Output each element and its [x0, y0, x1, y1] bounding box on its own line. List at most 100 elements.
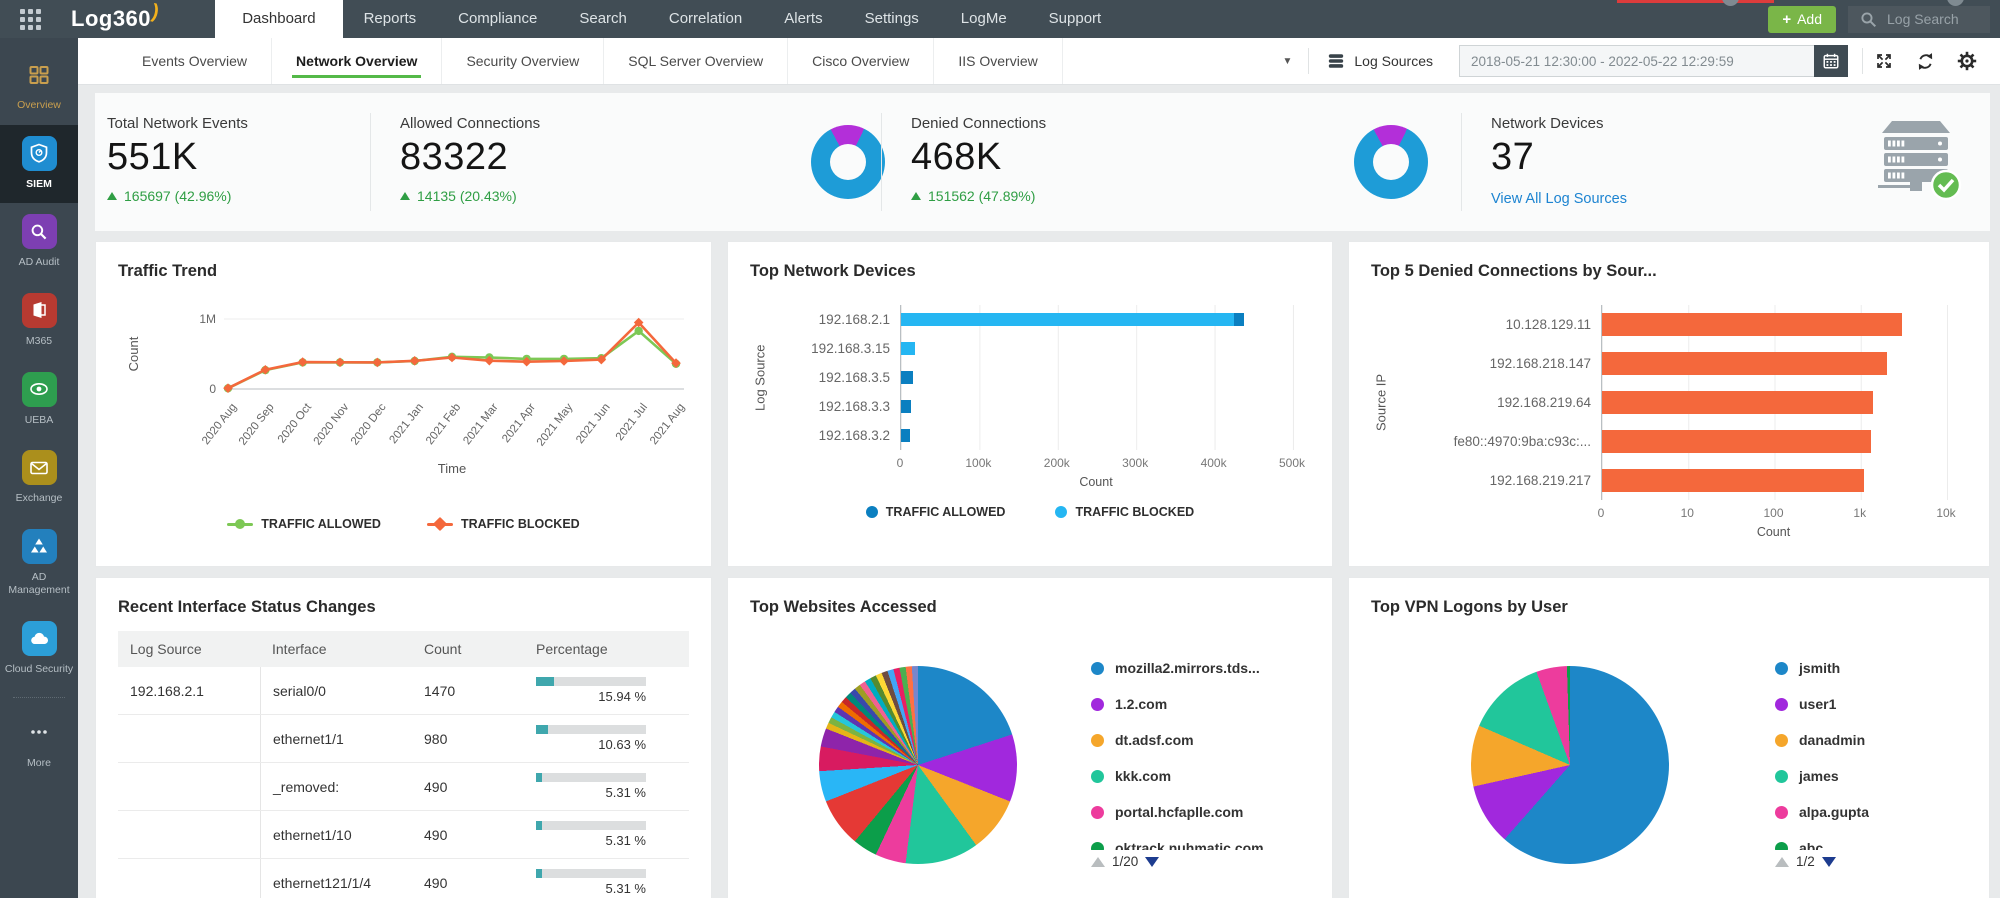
websites-legend-item[interactable]: oktrack.nuhmatic.com [1091, 830, 1264, 850]
dashboard-toolbar: Events Overview Network Overview Security … [78, 38, 2000, 85]
vpn-legend-item[interactable]: jsmith [1775, 650, 1869, 686]
sidebar-item-exchange[interactable]: Exchange [0, 439, 78, 518]
legend-label: TRAFFIC ALLOWED [261, 517, 381, 531]
bar-row: 192.168.3.3 [819, 392, 1293, 421]
sidebar-item-overview[interactable]: Overview [0, 46, 78, 125]
help-icon[interactable] [1722, 0, 1739, 6]
devices-legend-item[interactable]: TRAFFIC BLOCKED [1055, 505, 1194, 519]
bar-segment[interactable] [901, 342, 916, 355]
table-row[interactable]: ethernet1/10 490 5.31 % [118, 811, 689, 859]
bar-segment[interactable] [901, 371, 913, 384]
settings-gear-button[interactable] [1946, 51, 1988, 71]
tab-events-overview[interactable]: Events Overview [118, 38, 273, 84]
bar-segment[interactable] [1602, 430, 1871, 453]
bar-row: 192.168.3.5 [819, 363, 1293, 392]
cell-count: 1470 [424, 682, 456, 699]
cell-interface: ethernet1/1 [260, 715, 412, 762]
add-button-label: Add [1797, 11, 1822, 27]
trend-legend-item[interactable]: TRAFFIC BLOCKED [426, 516, 580, 532]
vpn-legend-item[interactable]: abc [1775, 830, 1869, 850]
nav-item-logme[interactable]: LogMe [960, 10, 1007, 27]
nav-item-correlation[interactable]: Correlation [668, 10, 743, 27]
pager-up-icon[interactable] [1775, 856, 1789, 867]
apps-grid-icon[interactable] [20, 8, 41, 30]
vpn-legend-item[interactable]: james [1775, 758, 1869, 794]
tab-network-overview[interactable]: Network Overview [272, 38, 443, 84]
percentage-label: 10.63 % [598, 737, 646, 752]
cell-percentage: 5.31 % [524, 865, 689, 898]
websites-pie-chart[interactable] [819, 666, 1017, 864]
stat-value: 551K [107, 136, 198, 178]
refresh-icon [1918, 52, 1933, 70]
nav-item-alerts[interactable]: Alerts [784, 10, 823, 27]
sidebar-item-ad-management[interactable]: AD Management [0, 518, 78, 610]
bar-segment[interactable] [901, 400, 912, 413]
websites-legend-item[interactable]: mozilla2.mirrors.tds... [1091, 650, 1264, 686]
vpn-legend-item[interactable]: danadmin [1775, 722, 1869, 758]
sidebar-item-ueba[interactable]: UEBA [0, 361, 78, 440]
vpn-pie-chart[interactable] [1471, 666, 1669, 864]
bar-segment[interactable] [1602, 352, 1887, 375]
websites-legend-item[interactable]: kkk.com [1091, 758, 1264, 794]
denied-connections-donut[interactable] [1354, 125, 1428, 199]
view-all-log-sources-link[interactable]: View All Log Sources [1491, 191, 1627, 207]
plus-icon: + [1782, 10, 1792, 28]
add-button[interactable]: + Add [1768, 5, 1836, 33]
bar-segment[interactable] [1234, 313, 1244, 326]
nav-item-compliance[interactable]: Compliance [458, 10, 538, 27]
nav-item-dashboard[interactable]: Dashboard [215, 0, 343, 38]
sidebar-item-ad-audit[interactable]: AD Audit [0, 203, 78, 282]
legend-label: oktrack.nuhmatic.com [1115, 840, 1264, 850]
websites-legend-item[interactable]: 1.2.com [1091, 686, 1264, 722]
pager-down-icon[interactable] [1145, 856, 1160, 867]
trend-legend-item[interactable]: TRAFFIC ALLOWED [227, 517, 381, 531]
log-sources-button[interactable]: Log Sources [1309, 52, 1451, 70]
table-row[interactable]: 192.168.2.1 serial0/0 1470 15.94 % [118, 667, 689, 715]
nav-item-search[interactable]: Search [579, 10, 627, 27]
tab-security-overview[interactable]: Security Overview [442, 38, 605, 84]
tabs-overflow-caret[interactable]: ▼ [1282, 55, 1293, 67]
log-search-input[interactable]: Log Search [1848, 5, 1990, 33]
refresh-button[interactable] [1905, 52, 1946, 71]
table-header-cell: Count [424, 641, 462, 657]
tab-sql-server-overview[interactable]: SQL Server Overview [604, 38, 789, 84]
sidebar-item-cloud-security[interactable]: Cloud Security [0, 610, 78, 689]
websites-legend-item[interactable]: dt.adsf.com [1091, 722, 1264, 758]
bar-segment[interactable] [1602, 469, 1865, 492]
stat-allowed-connections: Allowed Connections 83322 14135 (20.43%) [400, 115, 540, 204]
vpn-legend-item[interactable]: alpa.gupta [1775, 794, 1869, 830]
allowed-connections-donut[interactable] [811, 125, 885, 199]
pager-up-icon[interactable] [1091, 856, 1105, 867]
table-row[interactable]: _removed: 490 5.31 % [118, 763, 689, 811]
sidebar-item-siem[interactable]: SIEM [0, 124, 78, 204]
tab-iis-overview[interactable]: IIS Overview [934, 38, 1063, 84]
bar-row: 192.168.2.1 [819, 305, 1293, 334]
bar-segment[interactable] [901, 429, 911, 442]
tab-cisco-overview[interactable]: Cisco Overview [788, 38, 935, 84]
date-range-value[interactable]: 2018-05-21 12:30:00 - 2022-05-22 12:29:5… [1459, 45, 1814, 77]
table-header-cell: Interface [272, 641, 327, 657]
fullscreen-button[interactable] [1863, 51, 1905, 71]
date-range-picker[interactable]: 2018-05-21 12:30:00 - 2022-05-22 12:29:5… [1459, 45, 1848, 77]
nav-item-reports[interactable]: Reports [363, 10, 417, 27]
bar-segment[interactable] [901, 313, 1235, 326]
table-row[interactable]: ethernet121/1/4 490 5.31 % [118, 859, 689, 898]
sidebar-item-more[interactable]: More [0, 704, 78, 783]
devices-legend-item[interactable]: TRAFFIC ALLOWED [865, 505, 1005, 519]
cell-count: 490 [424, 778, 448, 795]
vpn-legend-item[interactable]: user1 [1775, 686, 1869, 722]
pager-down-icon[interactable] [1821, 856, 1836, 867]
user-avatar[interactable] [1947, 0, 1964, 6]
sidebar-item-label: More [27, 756, 51, 769]
sidebar-item-m365[interactable]: M365 [0, 282, 78, 361]
bar-segment[interactable] [1602, 391, 1874, 414]
bar-row: 192.168.3.15 [811, 334, 1293, 363]
bar-segment[interactable] [1602, 313, 1902, 336]
websites-legend-item[interactable]: portal.hcfaplle.com [1091, 794, 1264, 830]
nav-item-settings[interactable]: Settings [864, 10, 919, 27]
table-row[interactable]: ethernet1/1 980 10.63 % [118, 715, 689, 763]
svg-text:2020 Sep: 2020 Sep [237, 401, 277, 447]
calendar-button[interactable] [1814, 45, 1848, 77]
nav-item-support[interactable]: Support [1048, 10, 1102, 27]
